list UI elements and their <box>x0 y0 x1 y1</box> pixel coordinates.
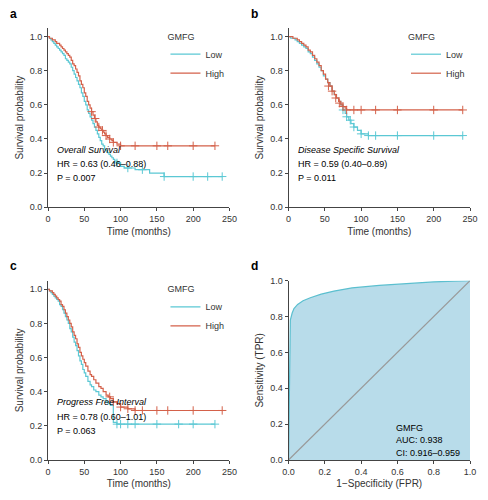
svg-text:0: 0 <box>286 214 291 224</box>
svg-text:250: 250 <box>222 467 237 477</box>
svg-text:0.8: 0.8 <box>270 66 283 76</box>
svg-text:High: High <box>446 69 465 79</box>
svg-text:High: High <box>205 321 224 331</box>
svg-text:d: d <box>251 259 258 273</box>
svg-text:Disease Specific Survival: Disease Specific Survival <box>298 145 400 155</box>
svg-text:0.6: 0.6 <box>270 348 283 358</box>
svg-text:1.0: 1.0 <box>270 276 283 286</box>
svg-text:0.0: 0.0 <box>270 202 283 212</box>
svg-text:200: 200 <box>186 467 201 477</box>
svg-text:50: 50 <box>320 214 330 224</box>
svg-text:0.4: 0.4 <box>270 134 283 144</box>
svg-text:250: 250 <box>462 214 477 224</box>
svg-text:Low: Low <box>205 50 222 60</box>
svg-text:Sensitivity (TPR): Sensitivity (TPR) <box>254 333 265 407</box>
svg-text:0.0: 0.0 <box>30 202 43 212</box>
svg-text:High: High <box>205 69 224 79</box>
svg-text:100: 100 <box>113 214 128 224</box>
svg-text:GMFG: GMFG <box>167 284 194 294</box>
svg-text:200: 200 <box>426 214 441 224</box>
svg-text:P = 0.007: P = 0.007 <box>57 173 96 183</box>
svg-text:Time (months): Time (months) <box>107 478 171 489</box>
svg-text:0.2: 0.2 <box>319 467 332 477</box>
svg-text:0.6: 0.6 <box>30 353 43 363</box>
svg-text:1.0: 1.0 <box>30 284 43 294</box>
svg-text:Progress Free Interval: Progress Free Interval <box>57 397 147 407</box>
svg-text:HR = 0.63 (0.46–0.88): HR = 0.63 (0.46–0.88) <box>57 159 146 169</box>
svg-text:0.2: 0.2 <box>270 168 283 178</box>
svg-text:b: b <box>251 7 258 21</box>
svg-text:50: 50 <box>79 214 89 224</box>
svg-text:0.8: 0.8 <box>30 319 43 329</box>
svg-text:0.0: 0.0 <box>282 467 295 477</box>
svg-text:Survival probability: Survival probability <box>14 328 25 412</box>
svg-text:HR = 0.78 (0.60–1.01): HR = 0.78 (0.60–1.01) <box>57 412 146 422</box>
svg-text:1.0: 1.0 <box>270 32 283 42</box>
svg-text:1.0: 1.0 <box>30 32 43 42</box>
svg-text:200: 200 <box>186 214 201 224</box>
svg-text:a: a <box>10 7 17 21</box>
svg-text:0.6: 0.6 <box>391 467 404 477</box>
svg-text:GMFG: GMFG <box>408 32 435 42</box>
svg-text:Survival probability: Survival probability <box>14 76 25 160</box>
svg-text:Overall Survival: Overall Survival <box>57 145 121 155</box>
svg-text:Time (months): Time (months) <box>107 226 171 237</box>
svg-text:GMFG: GMFG <box>396 423 423 433</box>
svg-text:AUC: 0.938: AUC: 0.938 <box>396 435 443 445</box>
svg-text:Low: Low <box>446 50 463 60</box>
svg-text:CI: 0.916–0.959: CI: 0.916–0.959 <box>396 448 460 458</box>
svg-text:0.4: 0.4 <box>30 387 43 397</box>
svg-text:0.0: 0.0 <box>270 455 283 465</box>
svg-text:Low: Low <box>205 302 222 312</box>
svg-text:100: 100 <box>113 467 128 477</box>
svg-text:0.8: 0.8 <box>427 467 440 477</box>
svg-text:150: 150 <box>390 214 405 224</box>
svg-text:0.4: 0.4 <box>270 383 283 393</box>
svg-text:50: 50 <box>79 467 89 477</box>
svg-text:0.2: 0.2 <box>30 168 43 178</box>
svg-text:P = 0.063: P = 0.063 <box>57 426 96 436</box>
svg-text:0.0: 0.0 <box>30 455 43 465</box>
svg-text:Time (months): Time (months) <box>347 226 411 237</box>
svg-text:150: 150 <box>149 214 164 224</box>
svg-text:0.2: 0.2 <box>30 421 43 431</box>
svg-text:1.0: 1.0 <box>464 467 477 477</box>
svg-text:GMFG: GMFG <box>167 32 194 42</box>
svg-text:0.4: 0.4 <box>355 467 368 477</box>
svg-text:0.8: 0.8 <box>30 66 43 76</box>
svg-text:0.6: 0.6 <box>30 100 43 110</box>
svg-text:0: 0 <box>45 214 50 224</box>
svg-text:0: 0 <box>45 467 50 477</box>
svg-text:250: 250 <box>222 214 237 224</box>
svg-text:0.2: 0.2 <box>270 419 283 429</box>
svg-text:c: c <box>10 259 17 273</box>
svg-text:1−Specificity (FPR): 1−Specificity (FPR) <box>336 478 422 489</box>
svg-text:P = 0.011: P = 0.011 <box>298 173 336 183</box>
svg-text:HR = 0.59 (0.40–0.89): HR = 0.59 (0.40–0.89) <box>298 159 387 169</box>
svg-text:150: 150 <box>149 467 164 477</box>
svg-text:100: 100 <box>354 214 369 224</box>
svg-text:0.8: 0.8 <box>270 312 283 322</box>
svg-text:Survival probability: Survival probability <box>254 76 265 160</box>
svg-text:0.4: 0.4 <box>30 134 43 144</box>
svg-text:0.6: 0.6 <box>270 100 283 110</box>
